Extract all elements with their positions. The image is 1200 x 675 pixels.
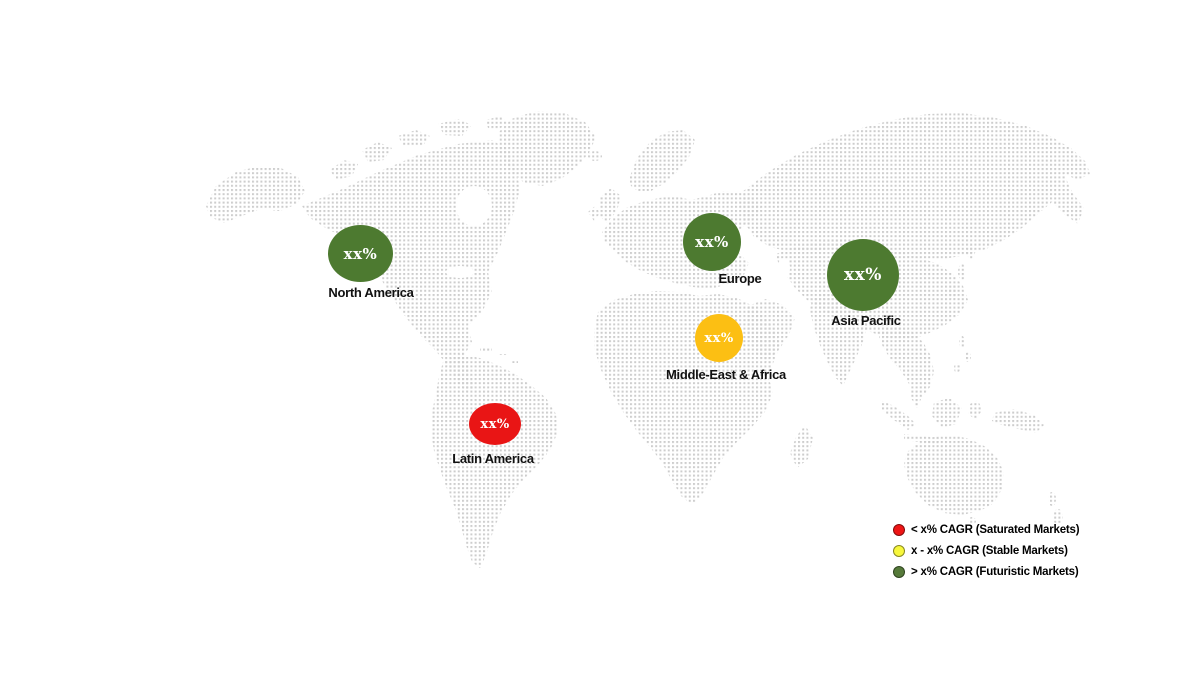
bubble-latin-america: xx%	[469, 403, 521, 445]
label-europe: Europe	[718, 271, 762, 286]
legend-label-stable: x - x% CAGR (Stable Markets)	[911, 544, 1068, 557]
islands-indonesia	[880, 398, 982, 444]
bubble-middle-east-africa: xx%	[695, 314, 743, 362]
islands-philippines	[954, 336, 971, 373]
legend-dot-futuristic	[893, 565, 905, 578]
continent-greenland	[498, 111, 596, 186]
legend-item-stable: x - x% CAGR (Stable Markets)	[893, 544, 1079, 557]
hudson-bay	[456, 186, 492, 226]
region-se-asia	[879, 326, 934, 408]
islands-new-zealand	[1048, 492, 1063, 525]
region-scandinavia	[629, 130, 695, 191]
legend-label-futuristic: > x% CAGR (Futuristic Markets)	[911, 565, 1079, 578]
legend-label-saturated: < x% CAGR (Saturated Markets)	[911, 523, 1080, 536]
bubble-value-asia-pacific: xx%	[844, 265, 882, 285]
legend-dot-stable	[893, 544, 905, 557]
island-uk	[588, 188, 621, 223]
bubble-asia-pacific: xx%	[827, 239, 899, 311]
continent-australia	[904, 435, 1004, 515]
legend-item-saturated: < x% CAGR (Saturated Markets)	[893, 523, 1080, 536]
legend: < x% CAGR (Saturated Markets) x - x% CAG…	[893, 523, 1080, 578]
continent-south-america	[431, 354, 558, 568]
water-gaps	[446, 186, 790, 278]
islands-japan	[949, 245, 975, 300]
arctic-islands	[330, 116, 508, 180]
continents	[206, 111, 1090, 568]
bubble-value-north-america: xx%	[343, 244, 378, 263]
label-north-america: North America	[328, 285, 414, 300]
label-asia-pacific: Asia Pacific	[831, 313, 901, 328]
great-lakes	[446, 266, 474, 278]
island-new-guinea	[992, 409, 1044, 433]
region-siberia	[740, 113, 1090, 259]
bubble-value-latin-america: xx%	[480, 416, 510, 432]
legend-dot-saturated	[893, 523, 905, 536]
bubble-value-middle-east-africa: xx%	[704, 330, 734, 346]
bubble-value-europe: xx%	[695, 233, 729, 251]
continent-alaska	[206, 166, 305, 223]
island-tasmania	[968, 517, 976, 525]
label-middle-east-africa: Middle-East & Africa	[666, 367, 786, 382]
islands-caribbean	[480, 348, 518, 363]
caspian-sea	[778, 258, 790, 278]
bubble-north-america: xx%	[328, 225, 393, 282]
island-iceland	[588, 151, 602, 161]
region-india	[810, 292, 867, 386]
island-madagascar	[790, 425, 813, 468]
legend-item-futuristic: > x% CAGR (Futuristic Markets)	[893, 565, 1079, 578]
label-latin-america: Latin America	[452, 451, 534, 466]
bubble-europe: xx%	[683, 213, 741, 271]
region-arabia	[745, 299, 795, 362]
